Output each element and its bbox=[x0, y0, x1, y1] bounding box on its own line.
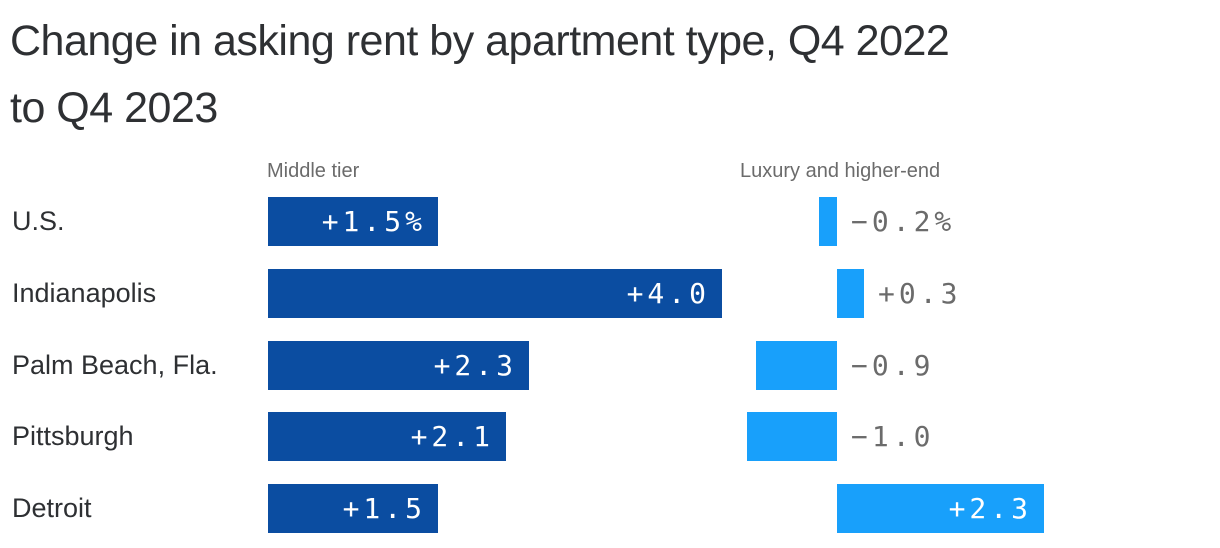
row-label: Indianapolis bbox=[12, 277, 157, 308]
bar-value-label: −1.0 bbox=[851, 420, 935, 454]
bar: +1.5% bbox=[268, 197, 438, 246]
row-label: Pittsburgh bbox=[12, 421, 134, 452]
bar bbox=[756, 340, 837, 390]
bar-value-label: +1.5% bbox=[321, 205, 426, 238]
bar bbox=[837, 268, 864, 318]
bar: +4.0 bbox=[268, 268, 722, 318]
bar-value-label: +1.5 bbox=[342, 492, 426, 525]
bar-value-label: +2.1 bbox=[410, 420, 494, 454]
bar-value-label: +2.3 bbox=[433, 348, 517, 382]
chart-title-line-2: to Q4 2023 bbox=[10, 84, 218, 132]
chart-title-line-1: Change in asking rent by apartment type,… bbox=[10, 17, 950, 65]
row-label: Detroit bbox=[12, 493, 92, 523]
column-header-middle-tier: Middle tier bbox=[267, 160, 360, 182]
bar-value-label: −0.2% bbox=[851, 205, 956, 238]
bar bbox=[819, 197, 837, 246]
bar-value-label: −0.9 bbox=[851, 348, 935, 382]
row-label: Palm Beach, Fla. bbox=[12, 349, 218, 380]
bar bbox=[747, 412, 837, 462]
bar: +2.3 bbox=[268, 340, 529, 390]
bar: +1.5 bbox=[268, 484, 438, 533]
bar-value-label: +0.3 bbox=[878, 276, 962, 310]
bar: +2.1 bbox=[268, 412, 506, 462]
column-header-luxury: Luxury and higher-end bbox=[740, 160, 941, 182]
bar-value-label: +2.3 bbox=[948, 492, 1032, 525]
chart-title: Change in asking rent by apartment type,… bbox=[10, 8, 950, 142]
row-label: U.S. bbox=[12, 206, 65, 236]
bar-value-label: +4.0 bbox=[626, 276, 710, 310]
bar: +2.3 bbox=[837, 484, 1044, 533]
